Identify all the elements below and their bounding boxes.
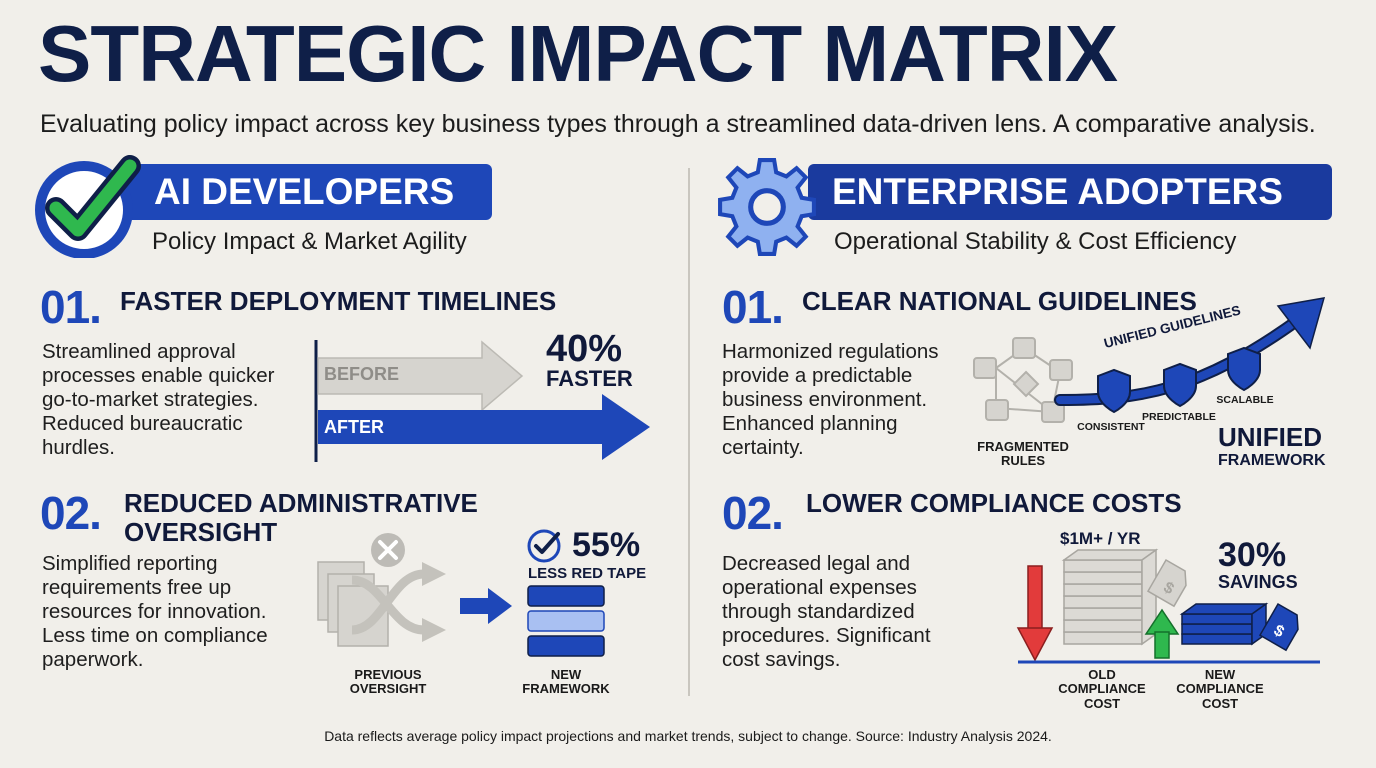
price-tag-icon: $: [1258, 602, 1299, 652]
old-cost-amount: $1M+ / YR: [1060, 529, 1141, 548]
page-title: STRATEGIC IMPACT MATRIX: [38, 9, 1118, 98]
before-label: BEFORE: [324, 364, 400, 384]
shield-label-predictable: PREDICTABLE: [1142, 411, 1216, 423]
right-item1-number: 01.: [722, 281, 784, 333]
new-framework-stack: [527, 585, 605, 657]
unified-guidelines-graphic: [973, 297, 1326, 423]
new-framework-label: NEW FRAMEWORK: [522, 667, 610, 697]
faster-stat: 40%: [546, 328, 623, 370]
shield-icon: [1227, 346, 1261, 392]
check-circle-icon: [527, 529, 561, 563]
footer-note: Data reflects average policy impact proj…: [324, 728, 1052, 744]
gear-icon: [718, 158, 816, 256]
unified-framework-label-line2: FRAMEWORK: [1218, 452, 1326, 469]
timeline-arrows: [314, 340, 650, 462]
page-subtitle: Evaluating policy impact across key busi…: [40, 110, 1316, 138]
ai-developers-subheading: Policy Impact & Market Agility: [152, 228, 467, 255]
up-arrow-icon: [1144, 608, 1180, 659]
right-item2-body: Decreased legal and operational expenses…: [722, 552, 931, 671]
right-item1-title: CLEAR NATIONAL GUIDELINES: [802, 286, 1197, 316]
new-compliance-cost-label: NEW COMPLIANCE COST: [1176, 667, 1264, 711]
previous-oversight-graphic: [317, 533, 446, 647]
after-label: AFTER: [324, 417, 384, 437]
left-item2-title-line1: REDUCED ADMINISTRATIVE: [124, 488, 478, 518]
savings-stat: 30%: [1218, 536, 1287, 574]
enterprise-adopters-subheading: Operational Stability & Cost Efficiency: [834, 228, 1237, 255]
right-item2-number: 02.: [722, 487, 784, 539]
faster-stat-label: FASTER: [546, 366, 633, 391]
enterprise-adopters-banner: ENTERPRISE ADOPTERS: [808, 164, 1332, 220]
left-item1-body: Streamlined approval processes enable qu…: [42, 340, 275, 459]
before-arrow: [317, 340, 524, 412]
previous-oversight-label: PREVIOUS OVERSIGHT: [349, 667, 427, 697]
shield-icon: [1097, 368, 1131, 414]
shield-label-scalable: SCALABLE: [1216, 394, 1274, 406]
unified-framework-label-line1: UNIFIED: [1218, 422, 1322, 452]
left-item2-number: 02.: [40, 487, 102, 539]
old-compliance-cost-label: OLD COMPLIANCE COST: [1058, 667, 1146, 711]
right-item2-title: LOWER COMPLIANCE COSTS: [806, 488, 1182, 518]
check-icon: [35, 155, 141, 258]
left-item1-title: FASTER DEPLOYMENT TIMELINES: [120, 286, 557, 316]
down-arrow-icon: [1016, 565, 1054, 662]
right-item1-body: Harmonized regulations provide a predict…: [722, 340, 939, 459]
shield-label-consistent: CONSISTENT: [1077, 421, 1145, 433]
ai-developers-banner-text: AI DEVELOPERS: [154, 171, 455, 212]
shield-icon: [1163, 362, 1197, 408]
fragmented-rules-label: FRAGMENTED RULES: [977, 439, 1069, 469]
left-item2-body: Simplified reporting requirements free u…: [42, 552, 268, 671]
ai-developers-banner: AI DEVELOPERS: [120, 164, 492, 220]
red-tape-stat: 55%: [572, 526, 641, 564]
price-tag-icon: $: [1146, 558, 1187, 608]
compliance-cost-graphic: $ $: [1016, 548, 1320, 664]
left-item1-number: 01.: [40, 281, 102, 333]
column-divider: [688, 168, 690, 696]
left-item2-title-line2: OVERSIGHT: [124, 517, 278, 547]
after-arrow: [318, 394, 650, 460]
arrow-right-icon: [460, 588, 512, 624]
red-tape-label: LESS RED TAPE: [528, 565, 647, 582]
enterprise-adopters-banner-text: ENTERPRISE ADOPTERS: [832, 171, 1283, 212]
savings-label: SAVINGS: [1218, 572, 1298, 592]
